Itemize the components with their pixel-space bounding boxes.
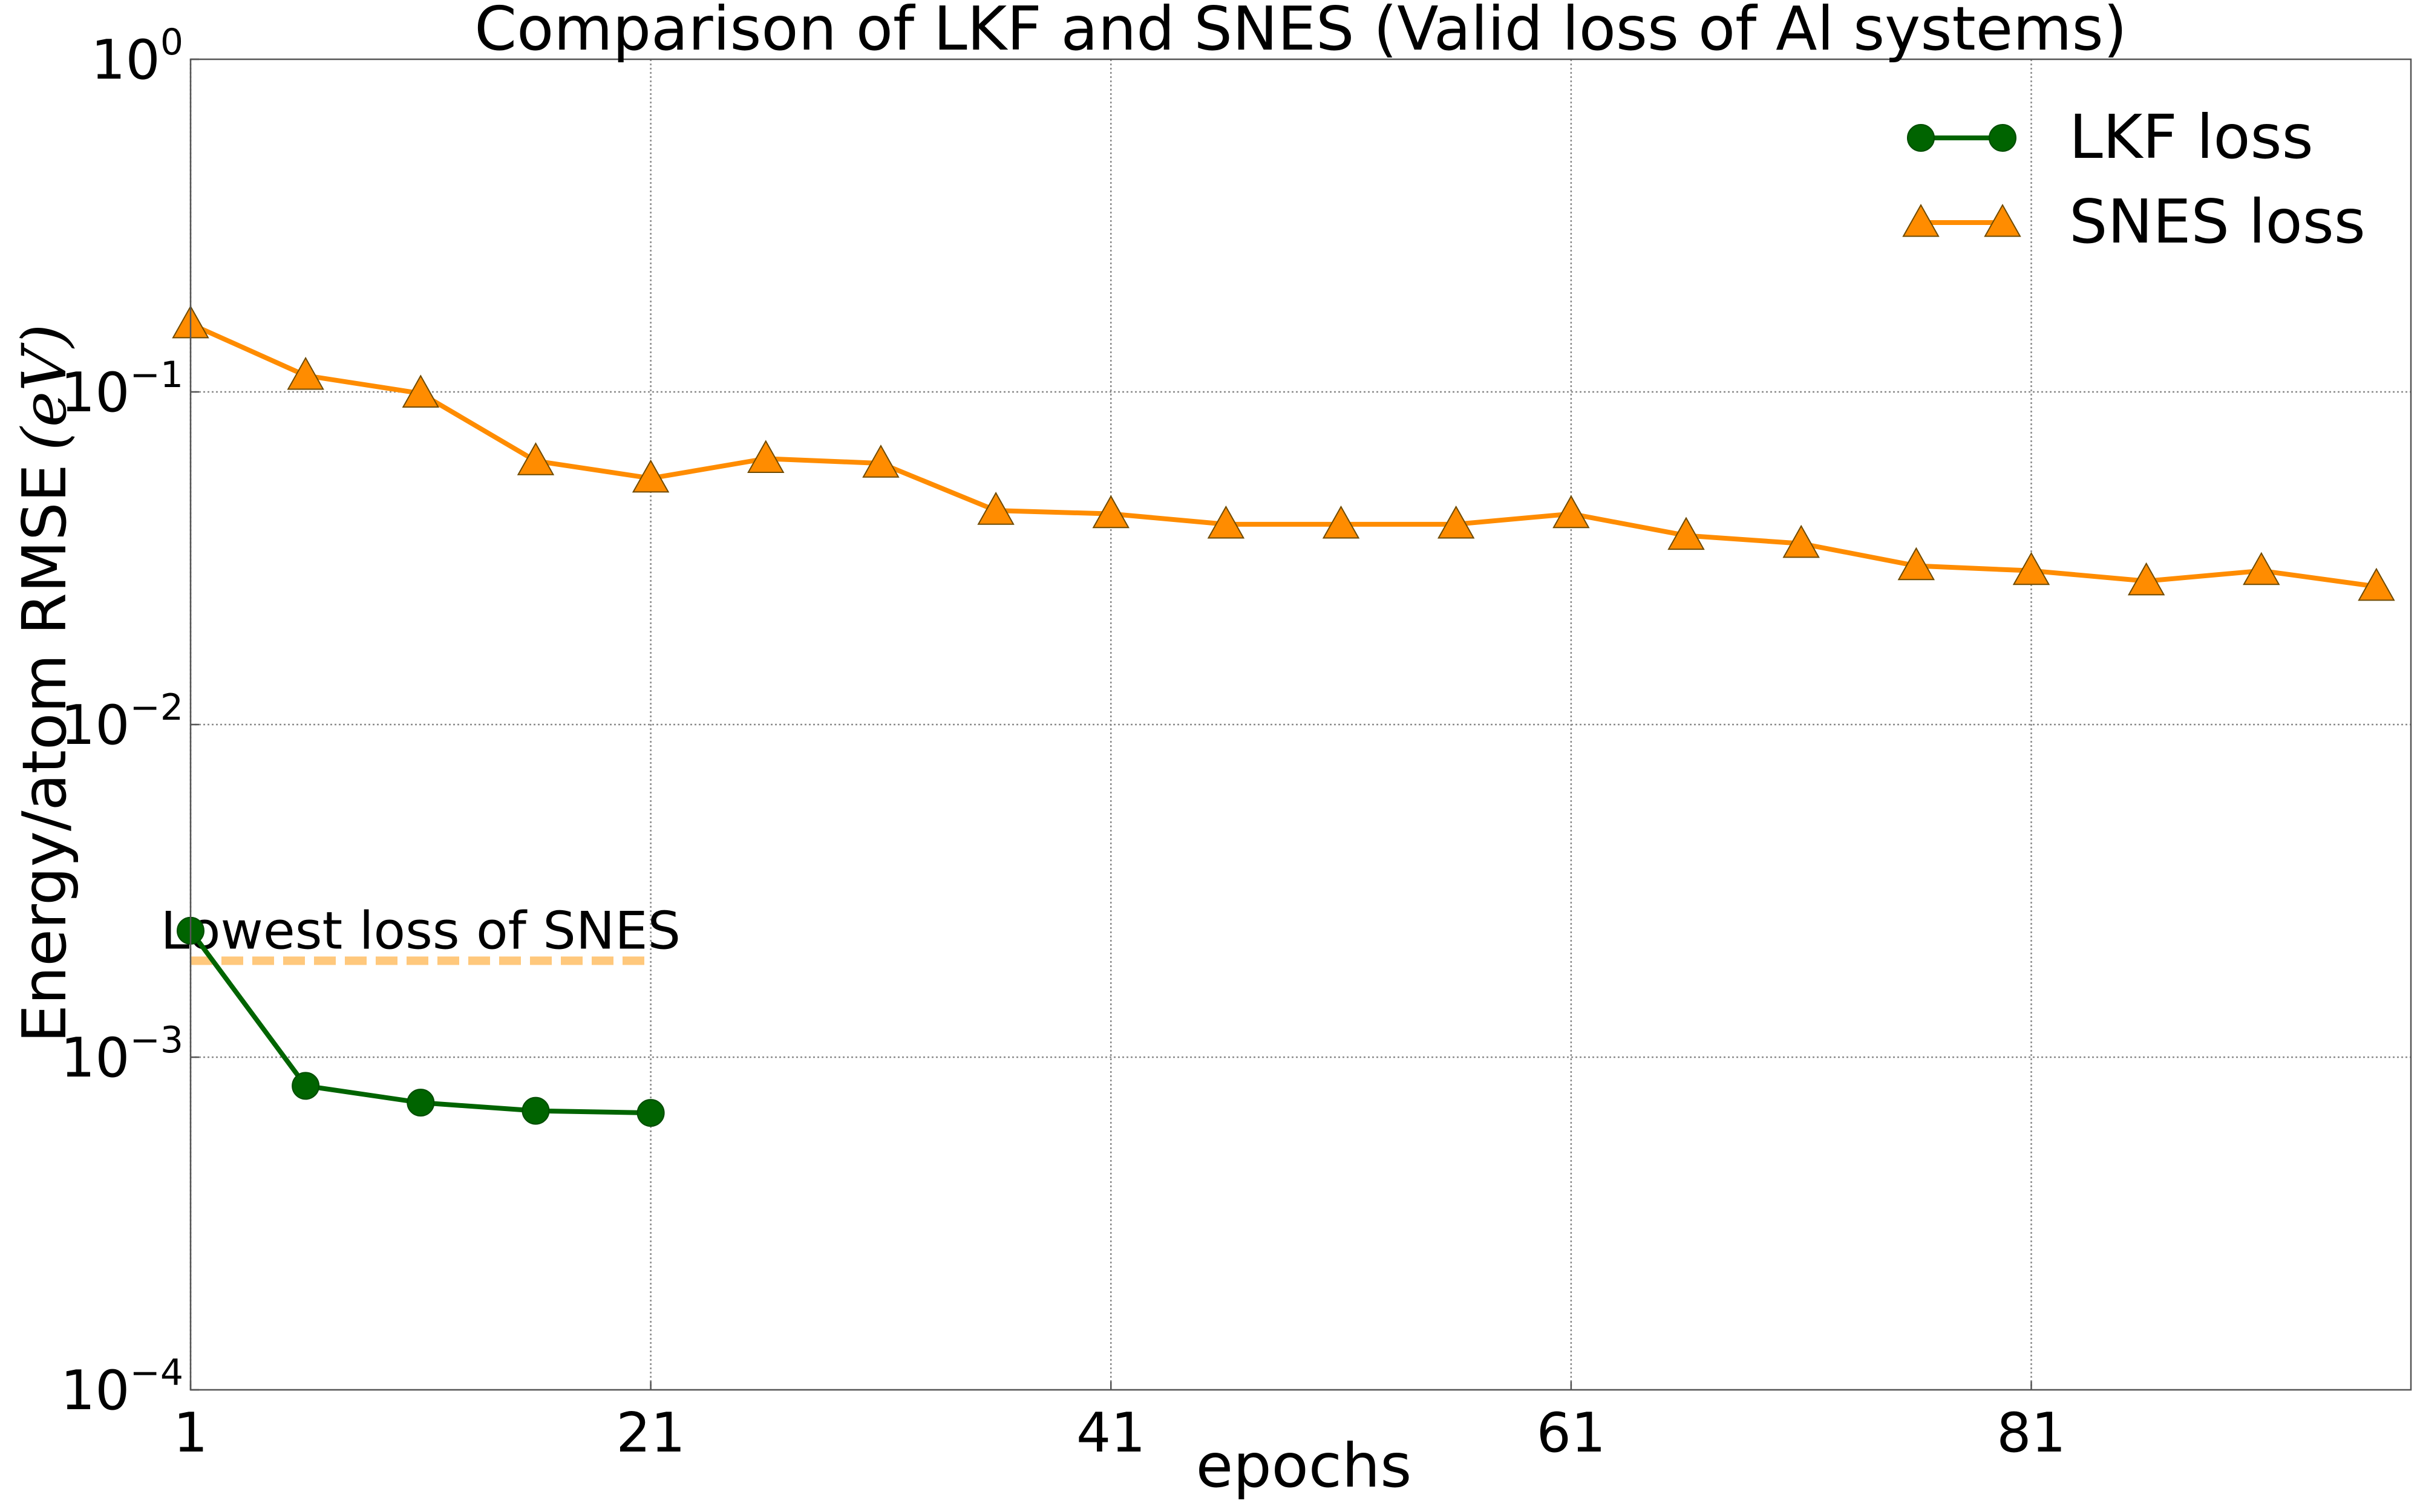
x-tick-label: 21: [616, 1401, 685, 1465]
snes-point: [2012, 552, 2050, 585]
legend-item-lkf: LKF loss: [1907, 102, 2314, 172]
snes-point: [1437, 505, 1475, 539]
y-tick-exponent: −3: [130, 1019, 183, 1061]
legend-marker: [1984, 203, 2021, 237]
snes-point: [2243, 552, 2280, 585]
legend-marker: [1989, 124, 2016, 152]
y-tick-exponent: −1: [130, 354, 183, 396]
lkf-point: [407, 1089, 435, 1117]
chart-title: Comparison of LKF and SNES (Valid loss o…: [474, 0, 2127, 64]
x-tick-label: 81: [1996, 1401, 2066, 1465]
y-tick-base: 10: [60, 694, 130, 757]
legend-marker: [1907, 124, 1935, 152]
lkf-point: [636, 1099, 665, 1127]
snes-point: [632, 459, 670, 493]
snes-point: [287, 356, 324, 390]
y-axis-label: Energy/atom RMSE (eV): [9, 324, 80, 1043]
legend-label: SNES loss: [2069, 186, 2366, 257]
y-tick-label: 10−4: [60, 1352, 183, 1422]
y-tick-base: 10: [60, 1359, 130, 1422]
snes-point: [977, 492, 1015, 525]
snes-point: [1782, 524, 1820, 558]
snes-point: [2358, 567, 2395, 601]
x-tick-label: 61: [1537, 1401, 1606, 1465]
x-axis-ticks: 1 21 41 61 81: [173, 1381, 2066, 1465]
snes-point: [402, 374, 440, 408]
x-tick-label: 41: [1076, 1401, 1146, 1465]
snes-point: [517, 442, 555, 475]
snes-point: [1667, 516, 1705, 550]
x-axis-label: epochs: [1196, 1430, 1412, 1501]
snes-point: [2127, 562, 2165, 596]
lkf-series: [177, 916, 665, 1127]
snes-series: [172, 305, 2395, 601]
legend-label: LKF loss: [2069, 102, 2314, 172]
y-tick-exponent: −2: [130, 686, 183, 729]
y-tick-exponent: 0: [160, 21, 183, 64]
data-series: [172, 305, 2395, 1127]
legend-item-snes: SNES loss: [1902, 186, 2366, 257]
y-tick-base: 10: [91, 28, 160, 92]
snes-point: [1092, 495, 1130, 529]
y-axis-label-unit: (eV): [9, 324, 80, 451]
snes-point: [1897, 547, 1935, 581]
y-tick-base: 10: [60, 361, 130, 425]
lowest-snes-loss-label: Lowest loss of SNES: [160, 901, 681, 961]
reference-line-group: Lowest loss of SNES: [160, 901, 681, 965]
snes-line: [189, 322, 2377, 589]
y-tick-exponent: −4: [130, 1352, 183, 1394]
legend-marker: [1902, 203, 1940, 237]
legend: LKF loss SNES loss: [1902, 102, 2366, 257]
lkf-point: [292, 1072, 320, 1100]
y-tick-label: 10−1: [60, 354, 183, 425]
snes-point: [862, 445, 900, 478]
y-axis-label-group: Energy/atom RMSE (eV): [9, 324, 80, 1043]
y-tick-label: 100: [91, 21, 183, 92]
y-tick-label: 10−2: [60, 686, 183, 757]
y-axis-label-text: Energy/atom RMSE: [9, 464, 80, 1043]
y-tick-label: 10−3: [60, 1019, 183, 1090]
x-tick-label: 1: [173, 1401, 208, 1465]
lkf-point: [522, 1097, 550, 1125]
snes-point: [1552, 495, 1590, 529]
snes-point: [1207, 505, 1245, 539]
y-tick-base: 10: [60, 1026, 130, 1090]
snes-point: [1322, 505, 1360, 539]
snes-point: [747, 440, 785, 473]
grid-lines: [189, 59, 2411, 1390]
